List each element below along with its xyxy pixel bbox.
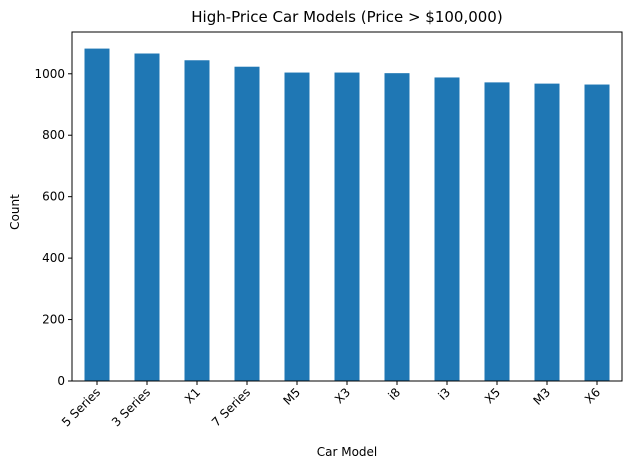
bar-3-series [134, 53, 160, 382]
y-tick-label: 600 [42, 190, 65, 204]
y-tick-label: 800 [42, 128, 65, 142]
x-tick-label: X3 [332, 385, 353, 406]
x-tick-label: i3 [435, 385, 453, 403]
bar-i3 [434, 77, 460, 381]
x-tick-label: 5 Series [59, 385, 103, 429]
x-axis-ticks: 5 Series 3 Series X1 7 Series M5 X3 i8 i3 X5 M3 X6 [59, 381, 603, 429]
bar-m5 [284, 72, 310, 381]
bar-x3 [334, 72, 360, 381]
x-tick-label: X1 [182, 385, 203, 406]
y-tick-label: 400 [42, 251, 65, 265]
bars-group [84, 48, 610, 382]
x-tick-label: X5 [482, 385, 503, 406]
bar-x5 [484, 82, 510, 382]
x-tick-label: 3 Series [109, 385, 153, 429]
x-tick-label: 7 Series [209, 385, 253, 429]
bar-i8 [384, 73, 410, 382]
x-tick-label: X6 [582, 385, 603, 406]
bar-x6 [584, 84, 610, 381]
y-axis-ticks: 0 200 400 600 800 1000 [34, 67, 72, 388]
plot-frame [71, 31, 623, 382]
x-tick-label: M5 [280, 385, 303, 408]
bar-5-series [84, 48, 110, 382]
bar-x1 [184, 60, 210, 381]
y-tick-label: 1000 [34, 67, 65, 81]
x-tick-label: i8 [385, 385, 403, 403]
y-tick-label: 200 [42, 313, 65, 327]
y-axis-label: Count [8, 194, 22, 230]
y-tick-label: 0 [57, 374, 65, 388]
x-axis-label: Car Model [317, 445, 378, 459]
x-tick-label: M3 [530, 385, 553, 408]
bar-m3 [534, 83, 560, 382]
chart-title: High-Price Car Models (Price > $100,000) [191, 8, 502, 26]
bar-7-series [234, 66, 260, 381]
